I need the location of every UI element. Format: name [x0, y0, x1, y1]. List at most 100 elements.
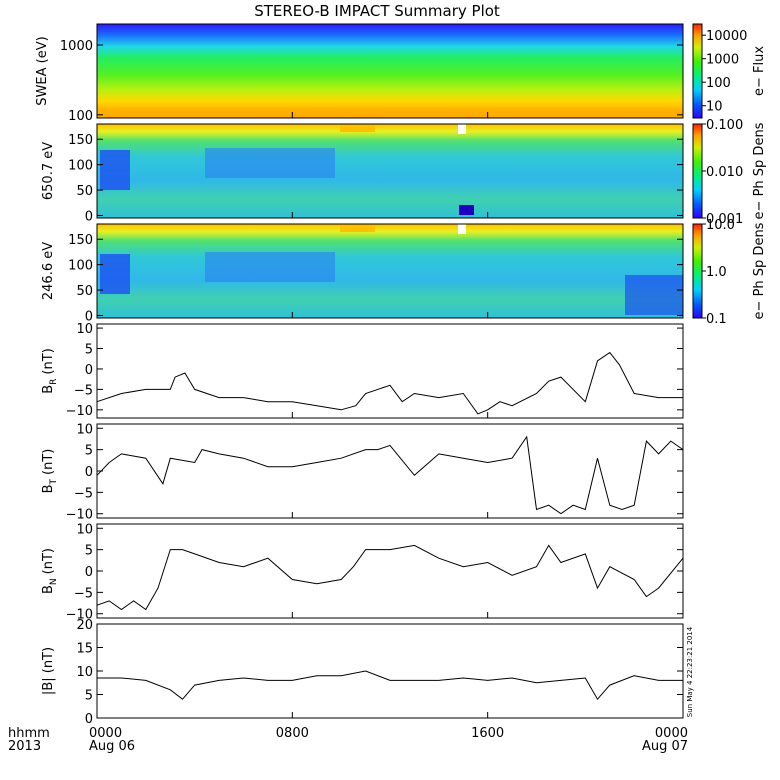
pad246-frame — [96, 223, 684, 319]
pad650-ctick-label: 0.001 — [706, 212, 743, 227]
pad650-ytick-label: 50 — [76, 184, 93, 199]
panel-bmag: 0 5 10 15 20 |B| (nT) Sun May 4 22:23:21 201… — [41, 618, 694, 727]
pad650-yticks: 0 50 100 150 — [68, 133, 684, 224]
svg-text:650.7 eV: 650.7 eV — [41, 142, 56, 200]
x-tick-label: 0000 — [89, 726, 122, 741]
bt-ytick-label: 10 — [76, 422, 93, 437]
swea-yticks: 100 1000 — [60, 39, 684, 124]
pad650-dark-patch — [459, 205, 474, 215]
pad650-ylabel: 650.7 eV — [41, 142, 56, 200]
pad650-blue-patch-2 — [205, 148, 335, 178]
pad650-colorbar — [692, 123, 703, 219]
swea-heatmap — [97, 24, 683, 118]
bn-ytick-label: 0 — [85, 565, 93, 580]
pad650-ctick-label: 0.010 — [706, 165, 743, 180]
swea-ytick-label: 1000 — [60, 39, 93, 54]
pad650-ctick-label: 0.100 — [706, 118, 743, 133]
svg-text:BN(nT): BN(nT) — [41, 548, 59, 594]
svg-text:e− Flux: e− Flux — [752, 46, 767, 96]
bmag-ylabel: |B| (nT) — [41, 647, 56, 695]
bmag-ytick-label: 0 — [85, 712, 93, 727]
x-prefix-bottom: 2013 — [8, 739, 41, 754]
swea-ylabel: SWEA (eV) — [35, 36, 50, 105]
br-ytick-label: 0 — [85, 363, 93, 378]
bt-ytick-label: −5 — [74, 486, 93, 501]
pad246-colorbar — [692, 223, 703, 319]
swea-colorbar — [692, 23, 703, 119]
br-ytick-label: 10 — [76, 322, 93, 337]
svg-text:BR(nT): BR(nT) — [41, 348, 59, 394]
bmag-yticks: 0 5 10 15 20 — [76, 618, 684, 727]
svg-text:SWEA (eV): SWEA (eV) — [35, 36, 50, 105]
pad246-ctick-label: 1.0 — [706, 265, 727, 280]
panel-br: −10 −5 0 5 10 BR(nT) — [41, 322, 684, 419]
pad246-yellow-patch — [340, 224, 375, 232]
swea-ctick-label: 1000 — [706, 53, 739, 68]
timestamp: Sun May 4 22:23:21 2014 — [686, 626, 694, 717]
bt-frame — [96, 423, 684, 519]
bn-ytick-label: 10 — [76, 522, 93, 537]
x-tick-date: Aug 06 — [89, 739, 135, 754]
pad650-frame — [96, 123, 684, 219]
bn-ytick-label: −5 — [74, 586, 93, 601]
pad650-heatmap — [97, 124, 683, 218]
bn-ylabel: BN(nT) — [41, 548, 59, 594]
pad246-blue-patch-2 — [205, 252, 335, 282]
x-tick-label: 1600 — [471, 726, 504, 741]
swea-ytick-label: 100 — [68, 109, 93, 124]
panel-pad650: 650.7 eV 0 50 100 150 0.001 0.010 0.100 e− Ph… — [41, 118, 767, 227]
x-tick-label: 0800 — [276, 726, 309, 741]
svg-text:Sun May 4 22:23:21 2014: Sun May 4 22:23:21 2014 — [686, 626, 694, 717]
bn-yticks: −10 −5 0 5 10 — [66, 522, 684, 623]
bmag-frame — [96, 623, 684, 719]
br-frame — [96, 323, 684, 419]
pad650-colorbar-label: e− Ph Sp Dens — [752, 122, 767, 219]
svg-text:246.6 eV: 246.6 eV — [41, 242, 56, 300]
pad246-yticks: 0 50 100 150 — [68, 233, 684, 324]
bt-series-line — [96, 435, 684, 515]
panel-bt: −10 −5 0 5 10 BT(nT) — [41, 422, 684, 523]
pad650-ytick-label: 100 — [68, 159, 93, 174]
swea-ctick-label: 100 — [706, 76, 731, 91]
bt-ytick-label: 0 — [85, 465, 93, 480]
swea-frame — [96, 23, 684, 119]
pad246-blue-patch-1 — [100, 254, 130, 294]
pad246-ytick-label: 100 — [68, 259, 93, 274]
pad650-colorbar-ticks: 0.001 0.010 0.100 — [702, 118, 743, 227]
br-yticks: −10 −5 0 5 10 — [66, 322, 684, 419]
pad650-ytick-label: 150 — [68, 133, 93, 148]
x-tick-date: Aug 07 — [642, 739, 688, 754]
svg-text:e− Ph Sp Dens: e− Ph Sp Dens — [752, 222, 767, 319]
pad246-ctick-label: 10.0 — [706, 218, 735, 233]
bn-ytick-label: 5 — [85, 544, 93, 559]
bmag-ytick-label: 15 — [76, 642, 93, 657]
pad650-ytick-label: 0 — [85, 209, 93, 224]
svg-text:|B| (nT): |B| (nT) — [41, 647, 56, 695]
svg-text:e− Ph Sp Dens: e− Ph Sp Dens — [752, 122, 767, 219]
swea-ctick-label: 10000 — [706, 29, 747, 44]
swea-ctick-label: 10 — [706, 100, 723, 115]
pad650-blue-patch-1 — [100, 150, 130, 190]
pad246-colorbar-label: e− Ph Sp Dens — [752, 222, 767, 319]
pad246-ctick-label: 0.1 — [706, 312, 727, 327]
pad246-data-gap — [458, 224, 466, 234]
panel-pad246: 246.6 eV 0 50 100 150 0.1 1.0 10.0 e− Ph Sp D… — [41, 218, 767, 327]
plot-title: STEREO-B IMPACT Summary Plot — [254, 2, 500, 20]
x-prefix-top: hhmm — [8, 726, 50, 741]
pad246-ylabel: 246.6 eV — [41, 242, 56, 300]
x-tick-label: 0000 — [655, 726, 688, 741]
pad246-heatmap — [97, 224, 683, 318]
bt-yticks: −10 −5 0 5 10 — [66, 422, 684, 523]
br-ylabel: BR(nT) — [41, 348, 59, 394]
svg-text:BT(nT): BT(nT) — [41, 449, 59, 494]
pad650-yellow-patch — [340, 124, 375, 132]
swea-colorbar-ticks: 10 100 1000 10000 — [702, 29, 747, 115]
swea-colorbar-label: e− Flux — [752, 46, 767, 96]
br-ytick-label: −10 — [66, 404, 93, 419]
bn-frame — [96, 523, 684, 619]
pad650-data-gap — [458, 124, 466, 134]
pad246-ytick-label: 150 — [68, 233, 93, 248]
pad246-colorbar-ticks: 0.1 1.0 10.0 — [702, 218, 735, 327]
bmag-ytick-label: 5 — [85, 689, 93, 704]
